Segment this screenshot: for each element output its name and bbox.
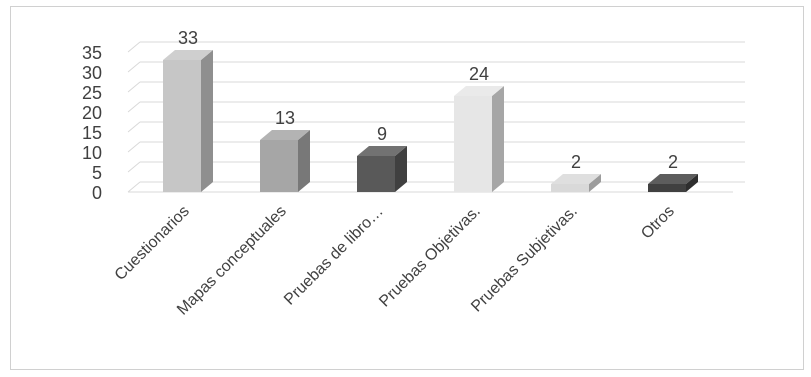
y-tick-label: 30: [82, 63, 102, 83]
y-tick-label: 15: [82, 123, 102, 143]
bar-top: [454, 86, 504, 96]
data-label: 33: [178, 28, 198, 48]
gridline-side: [127, 41, 141, 53]
gridline-side: [127, 61, 141, 73]
bar-front: [260, 140, 298, 192]
bar-top: [163, 50, 213, 60]
bar-side: [201, 50, 213, 192]
category-label: Pruebas de libro…: [281, 203, 387, 309]
y-tick-label: 10: [82, 143, 102, 163]
bar-front: [648, 184, 686, 192]
bar-side: [395, 146, 407, 192]
bar-side: [589, 174, 601, 192]
category-label: Cuestionarios: [112, 203, 193, 284]
category-label: Mapas conceptuales: [174, 203, 290, 319]
gridline-side: [127, 81, 141, 93]
bar-front: [163, 60, 201, 192]
y-tick-label: 35: [82, 43, 102, 63]
bar-top: [357, 146, 407, 156]
gridline-side: [127, 141, 141, 153]
bar-side: [686, 174, 698, 192]
category-label: Otros: [638, 203, 678, 243]
gridline-side: [127, 181, 141, 193]
bar-side: [298, 130, 310, 192]
bar-front: [454, 96, 492, 192]
gridline-side: [127, 161, 141, 173]
data-label: 13: [275, 108, 295, 128]
category-label: Pruebas Objetivas.: [376, 203, 484, 311]
gridline-side: [127, 121, 141, 133]
data-label: 24: [469, 64, 489, 84]
data-label: 2: [668, 152, 678, 172]
bar-front: [357, 156, 395, 192]
category-label: Pruebas Subjetivas.: [468, 203, 581, 316]
bar-top: [551, 174, 601, 184]
bar-top: [260, 130, 310, 140]
y-tick-label: 5: [92, 163, 102, 183]
bar-side: [492, 86, 504, 192]
bar-front: [551, 184, 589, 192]
data-label: 2: [571, 152, 581, 172]
bar-top: [648, 174, 698, 184]
y-tick-label: 20: [82, 103, 102, 123]
gridline-side: [127, 101, 141, 113]
y-tick-label: 25: [82, 83, 102, 103]
data-label: 9: [377, 124, 387, 144]
y-tick-label: 0: [92, 183, 102, 203]
